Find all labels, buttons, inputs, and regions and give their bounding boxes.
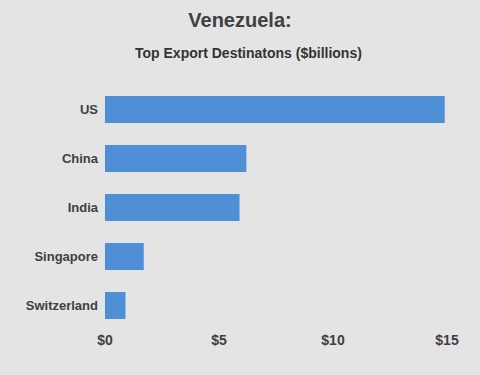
svg-text:$10: $10 xyxy=(321,332,345,348)
svg-text:$15: $15 xyxy=(435,332,459,348)
svg-text:Top Export Destinatons ($billi: Top Export Destinatons ($billions) xyxy=(135,45,362,61)
svg-text:$5: $5 xyxy=(211,332,227,348)
svg-text:Venezuela:: Venezuela: xyxy=(188,9,291,31)
svg-text:Switzerland: Switzerland xyxy=(26,298,98,313)
svg-text:Singapore: Singapore xyxy=(34,249,98,264)
svg-text:US: US xyxy=(80,102,98,117)
svg-text:India: India xyxy=(68,200,99,215)
svg-text:$0: $0 xyxy=(97,332,113,348)
svg-text:China: China xyxy=(62,151,99,166)
